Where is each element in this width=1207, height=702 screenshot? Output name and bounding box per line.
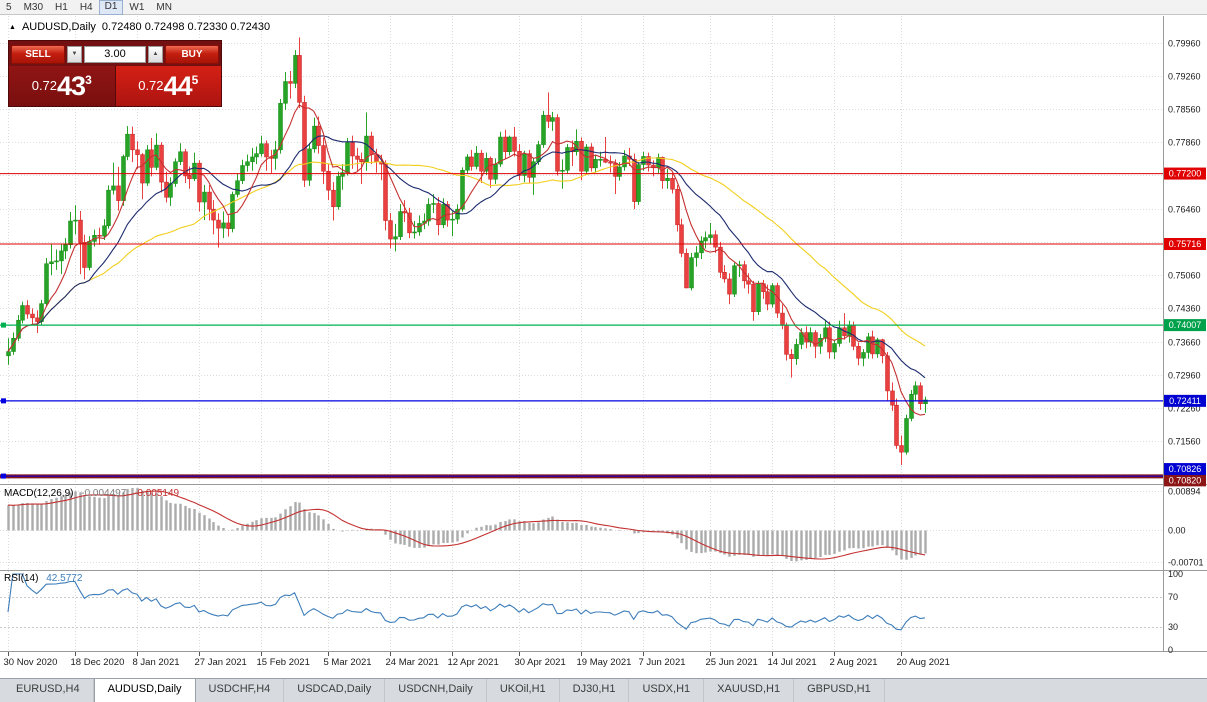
rsi-name: RSI(14) [4, 573, 39, 584]
svg-text:20 Aug 2021: 20 Aug 2021 [897, 657, 950, 668]
svg-text:0.79260: 0.79260 [1168, 72, 1201, 82]
timeframe-button-m30[interactable]: M30 [23, 1, 44, 13]
svg-text:0.75716: 0.75716 [1169, 239, 1202, 249]
tab-usdcnh-daily[interactable]: USDCNH,Daily [385, 679, 487, 702]
macd-indicator-label: MACD(12,26,9) -0.004497 -0.005149 [4, 488, 179, 499]
bottom-tabbar: EURUSD,H4 AUDUSD,Daily USDCHF,H4 USDCAD,Dai… [0, 678, 1207, 702]
timeframe-toolbar: 5 M30 H1 H4 D1 W1 MN [0, 0, 1207, 15]
svg-text:70: 70 [1168, 592, 1178, 602]
svg-text:18 Dec 2020: 18 Dec 2020 [71, 657, 125, 668]
svg-text:0.72411: 0.72411 [1169, 396, 1201, 406]
rsi-indicator-label: RSI(14) 42.5772 [4, 573, 82, 584]
sell-price-big: 43 [57, 71, 86, 101]
svg-text:0.78560: 0.78560 [1168, 105, 1201, 115]
svg-text:12 Apr 2021: 12 Apr 2021 [448, 657, 499, 668]
one-click-trade-panel: SELL ▼ 3.00 ▲ BUY 0.72 43 3 0.72 44 5 [8, 40, 222, 107]
svg-text:0.00894: 0.00894 [1168, 487, 1201, 497]
chart-canvas[interactable]: 0.799600.792600.785600.778600.771600.764… [0, 0, 1207, 678]
svg-text:100: 100 [1168, 569, 1183, 579]
svg-text:0.75060: 0.75060 [1168, 271, 1201, 281]
svg-text:0.72260: 0.72260 [1168, 404, 1201, 414]
svg-text:0.73660: 0.73660 [1168, 338, 1201, 348]
chart-ohlc-values: 0.72480 0.72498 0.72330 0.72430 [101, 21, 271, 33]
macd-main-value: -0.004497 [81, 488, 127, 499]
svg-text:0.72960: 0.72960 [1168, 371, 1201, 381]
timeframe-button-h1[interactable]: H1 [55, 1, 68, 13]
svg-text:24 Mar 2021: 24 Mar 2021 [386, 657, 439, 668]
tab-dj30-h1[interactable]: DJ30,H1 [560, 679, 630, 702]
svg-text:19 May 2021: 19 May 2021 [577, 657, 632, 668]
tab-usdx-h1[interactable]: USDX,H1 [629, 679, 705, 702]
trade-panel-quotes: 0.72 43 3 0.72 44 5 [9, 66, 221, 106]
svg-text:0.79960: 0.79960 [1168, 39, 1201, 49]
timeframe-button-w1[interactable]: W1 [129, 1, 145, 13]
buy-price-pip: 5 [191, 73, 199, 87]
svg-text:15 Feb 2021: 15 Feb 2021 [257, 657, 310, 668]
tab-usdcad-daily[interactable]: USDCAD,Daily [284, 679, 386, 702]
timeframe-button-h4[interactable]: H4 [79, 1, 93, 13]
timeframe-button-5[interactable]: 5 [6, 1, 12, 13]
rsi-value: 42.5772 [46, 573, 83, 584]
macd-name: MACD(12,26,9) [4, 488, 74, 499]
svg-text:0.00: 0.00 [1168, 526, 1186, 536]
svg-text:0.76460: 0.76460 [1168, 205, 1201, 215]
svg-text:30: 30 [1168, 622, 1178, 632]
svg-text:0.71560: 0.71560 [1168, 437, 1201, 447]
buy-button[interactable]: BUY [165, 44, 219, 64]
volume-decrease-icon[interactable]: ▼ [67, 45, 82, 63]
buy-price-big: 44 [163, 71, 193, 101]
sell-quote[interactable]: 0.72 43 3 [9, 66, 116, 106]
buy-price-prefix: 0.72 [138, 78, 164, 93]
buy-quote[interactable]: 0.72 44 5 [115, 66, 221, 106]
svg-text:30 Apr 2021: 30 Apr 2021 [515, 657, 566, 668]
svg-text:25 Jun 2021: 25 Jun 2021 [706, 657, 758, 668]
tab-ukoil-h1[interactable]: UKOil,H1 [487, 679, 560, 702]
chart-title: ▲ AUDUSD,Daily 0.72480 0.72498 0.72330 0… [9, 21, 270, 33]
chart-symbol-label: AUDUSD,Daily [21, 21, 96, 33]
svg-text:7 Jun 2021: 7 Jun 2021 [639, 657, 686, 668]
svg-text:14 Jul 2021: 14 Jul 2021 [768, 657, 817, 668]
sell-button[interactable]: SELL [11, 44, 65, 64]
svg-text:0.74007: 0.74007 [1169, 320, 1202, 330]
sell-price-prefix: 0.72 [31, 78, 58, 93]
svg-text:5 Mar 2021: 5 Mar 2021 [324, 657, 372, 668]
timeframe-button-d1[interactable]: D1 [98, 0, 124, 15]
volume-increase-icon[interactable]: ▲ [148, 45, 163, 63]
tab-eurusd-h4[interactable]: EURUSD,H4 [3, 679, 94, 702]
volume-field[interactable]: 3.00 [84, 45, 146, 63]
tab-xauusd-h1[interactable]: XAUUSD,H1 [704, 679, 795, 702]
macd-signal-value: -0.005149 [134, 488, 180, 499]
svg-text:0.74360: 0.74360 [1168, 304, 1201, 314]
svg-text:0.77200: 0.77200 [1169, 169, 1202, 179]
one-click-panel-toggle-icon[interactable]: ▲ [9, 24, 16, 31]
svg-text:0.70826: 0.70826 [1169, 464, 1202, 474]
svg-text:8 Jan 2021: 8 Jan 2021 [133, 657, 180, 668]
svg-text:0: 0 [1168, 645, 1173, 655]
tab-audusd-daily[interactable]: AUDUSD,Daily [93, 679, 196, 702]
svg-text:27 Jan 2021: 27 Jan 2021 [195, 657, 247, 668]
volume-value[interactable]: 3.00 [104, 47, 126, 60]
svg-text:-0.00701: -0.00701 [1168, 558, 1204, 568]
timeframe-button-mn[interactable]: MN [156, 1, 172, 13]
tab-gbpusd-h1[interactable]: GBPUSD,H1 [794, 679, 885, 702]
svg-text:0.77860: 0.77860 [1168, 138, 1201, 148]
sell-price-pip: 3 [85, 73, 92, 87]
svg-text:2 Aug 2021: 2 Aug 2021 [830, 657, 878, 668]
svg-text:30 Nov 2020: 30 Nov 2020 [4, 657, 58, 668]
tab-usdchf-h4[interactable]: USDCHF,H4 [196, 679, 285, 702]
svg-text:0.70820: 0.70820 [1169, 475, 1202, 485]
trade-panel-controls: SELL ▼ 3.00 ▲ BUY [9, 41, 221, 66]
